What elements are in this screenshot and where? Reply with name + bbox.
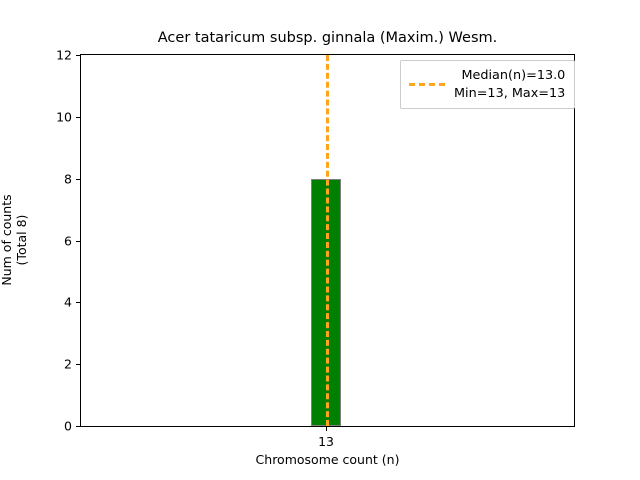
median-line [326,55,330,426]
y-ticklabel-8: 8 [64,171,72,187]
chart-title: Acer tataricum subsp. ginnala (Maxim.) W… [157,30,498,46]
y-ticklabel-2: 2 [64,356,72,372]
plot-area: 0 2 4 6 8 10 12 13 [56,48,575,449]
y-ticklabel-4: 4 [64,294,72,310]
legend: Median(n)=13.0 Min=13, Max=13 [400,60,576,110]
legend-minmax-label: Min=13, Max=13 [454,85,566,101]
y-axis-label-line1: Num of counts [0,194,14,286]
legend-median-line-swatch [409,83,445,87]
y-axis-label-line2: (Total 8) [13,214,29,266]
y-ticklabel-6: 6 [64,233,72,248]
x-ticklabel-13: 13 [318,434,334,449]
y-ticklabel-12: 12 [56,47,72,63]
legend-median-label: Median(n)=13.0 [461,68,566,83]
legend-median-entry: Median(n)=13.0 Min=13, Max=13 [454,67,565,102]
y-axis-label: Num of counts (Total 8) [0,194,30,285]
y-ticklabel-10: 10 [56,109,72,125]
y-ticklabel-0: 0 [64,418,72,434]
x-axis-label: Chromosome count (n) [255,452,400,467]
